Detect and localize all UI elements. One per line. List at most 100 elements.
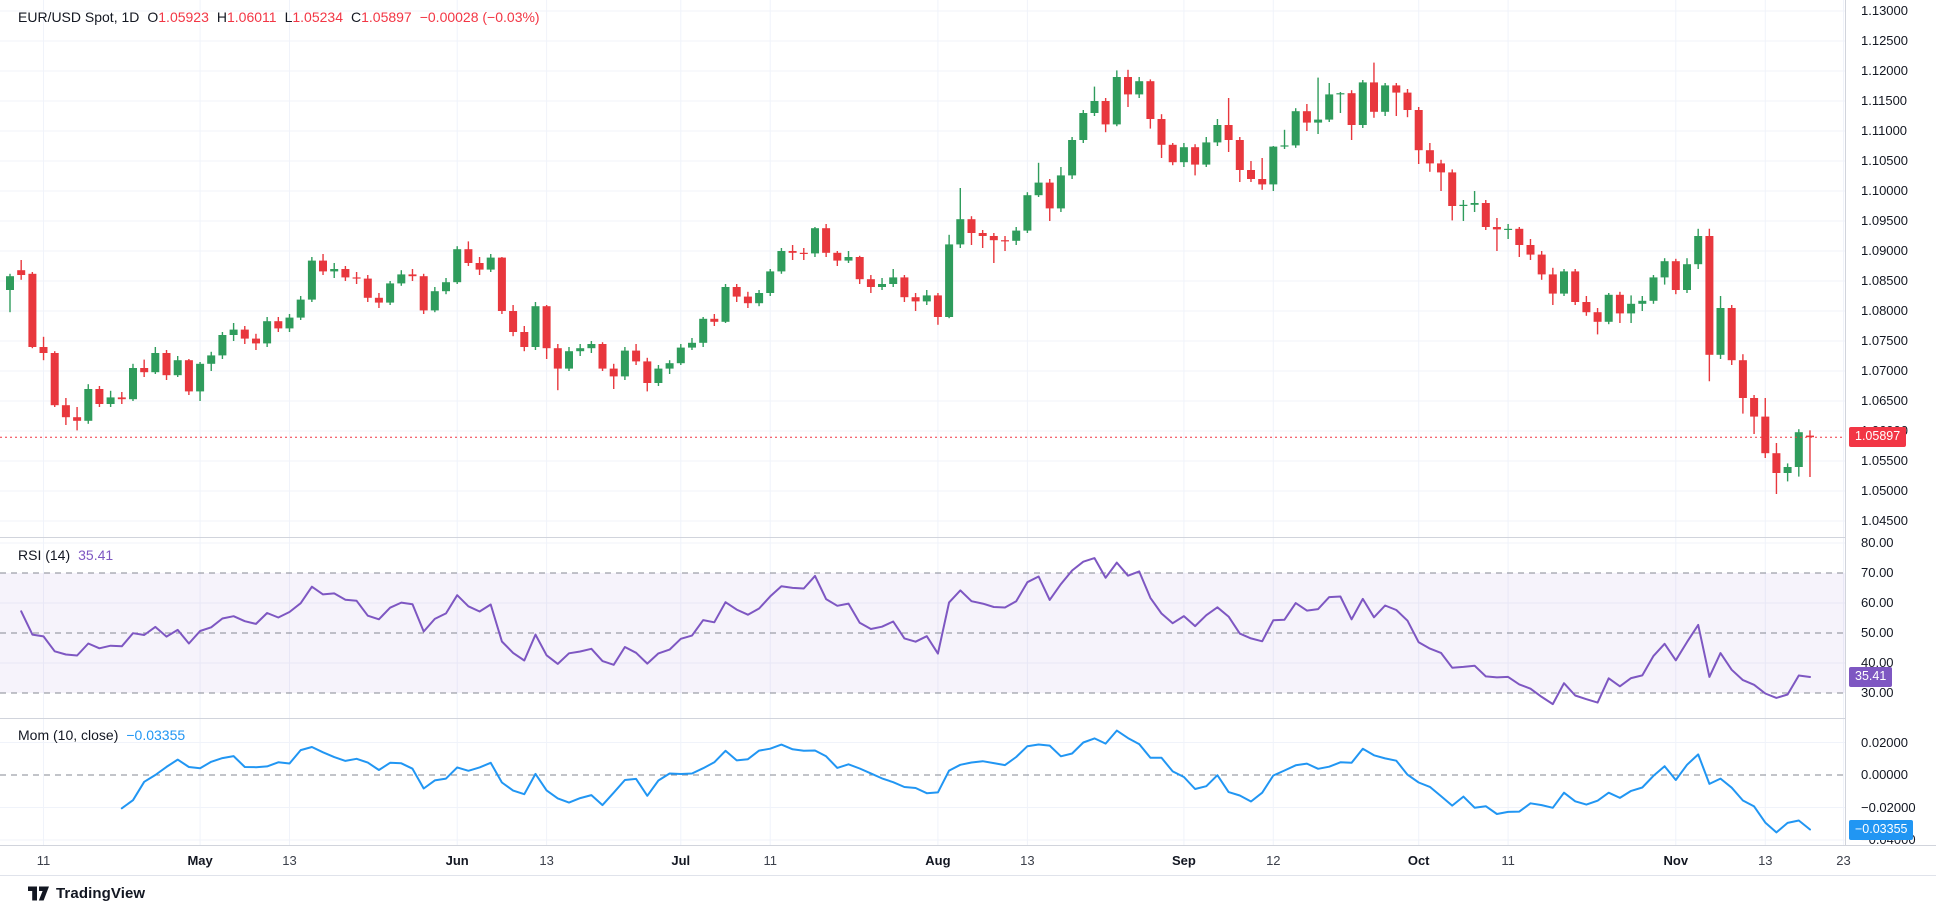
candle-body (28, 273, 37, 347)
candle-body (61, 405, 70, 418)
candle-body (900, 277, 909, 298)
candle-body (1068, 140, 1077, 176)
price-pane[interactable] (0, 0, 1845, 538)
candle-body (1146, 81, 1155, 119)
momentum-value: −0.03355 (126, 727, 186, 743)
candle-body (833, 252, 842, 261)
candle-body (531, 306, 540, 347)
candle-body (788, 251, 797, 253)
candle-body (1560, 271, 1568, 294)
candle-body (162, 353, 171, 376)
candle-body (989, 236, 998, 241)
candle-body (1168, 144, 1177, 163)
footer-bar: TradingView (0, 875, 1936, 911)
candle-body (743, 296, 752, 304)
price-axis-tick: 1.08500 (1861, 273, 1908, 288)
candle-body (173, 360, 182, 376)
candle-body (84, 389, 93, 421)
rsi-title: RSI (14) (18, 547, 71, 563)
time-axis-day-label: 11 (763, 853, 777, 868)
price-axis-tick: 1.10000 (1861, 183, 1908, 198)
candle-body (956, 219, 965, 245)
candle-body (229, 329, 238, 335)
price-scale[interactable]: 1.05897 35.41 −0.03355 1.13000 1.12500 1.1… (1845, 0, 1936, 847)
rsi-pane[interactable] (0, 538, 1845, 719)
candle-body (464, 249, 473, 263)
candle-body (1034, 182, 1043, 196)
candle-body (442, 282, 450, 292)
candle-body (1325, 94, 1334, 120)
candle-body (699, 318, 708, 343)
time-axis-day-label: 13 (282, 853, 297, 868)
candle-body (1302, 111, 1311, 123)
change-value: −0.00028 (−0.03%) (419, 9, 540, 25)
candle-body (296, 299, 305, 318)
candle-body (374, 297, 383, 303)
candle-body (1381, 85, 1390, 112)
candle-body (1012, 230, 1021, 241)
candle-body (1705, 236, 1714, 355)
candle-body (520, 332, 529, 347)
candle-body (1101, 101, 1110, 125)
candle-body (1213, 125, 1222, 143)
price-axis-tick: 1.09000 (1861, 243, 1908, 258)
price-axis-tick: 1.11500 (1861, 93, 1908, 108)
time-axis-day-label: 11 (1501, 853, 1515, 868)
candle-body (1660, 261, 1669, 278)
candle-body (73, 417, 82, 421)
time-axis-day-label: 13 (1758, 853, 1773, 868)
candle-body (978, 233, 987, 236)
candle-body (1671, 261, 1680, 290)
momentum-axis-tick: −0.02000 (1861, 799, 1916, 815)
candle-body (710, 318, 719, 322)
candle-body (352, 277, 361, 279)
ohlc-close: C 1.05897 (350, 9, 412, 25)
candle-body (1649, 277, 1658, 301)
candle-body (565, 351, 573, 369)
candle-body (430, 291, 439, 311)
momentum-pane[interactable] (0, 719, 1845, 845)
candle-body (1314, 119, 1323, 123)
pane-separator[interactable] (0, 718, 1936, 719)
candle-body (542, 306, 551, 349)
rsi-legend: RSI (14) 35.41 (18, 547, 113, 563)
candle-body (1515, 228, 1524, 245)
candle-body (140, 368, 149, 373)
candle-body (319, 260, 327, 272)
tradingview-logo[interactable]: TradingView (28, 885, 145, 902)
time-axis-month-label: Sep (1171, 853, 1196, 868)
time-axis-day-label: 12 (1266, 853, 1281, 868)
candle-body (1347, 93, 1356, 125)
candle-body (1504, 228, 1513, 230)
candle-body (620, 350, 629, 377)
candle-body (587, 344, 596, 349)
candle-body (397, 274, 406, 284)
time-axis-month-label: Aug (925, 853, 951, 868)
time-axis-month-label: Jun (445, 853, 469, 868)
pane-separator[interactable] (0, 537, 1936, 538)
candle-body (967, 219, 976, 233)
rsi-axis-tick: 60.00 (1861, 595, 1894, 610)
candle-body (151, 353, 160, 373)
candle-body (196, 363, 205, 392)
candle-body (1593, 312, 1602, 322)
candle-body (1224, 125, 1233, 140)
candle-body (106, 397, 115, 404)
time-axis-day-label: 13 (539, 853, 554, 868)
rsi-axis-tick: 40.00 (1861, 655, 1894, 670)
candle-body (721, 287, 730, 322)
candle-body (386, 283, 395, 303)
price-axis-tick: 1.10500 (1861, 153, 1908, 168)
candle-body (1392, 85, 1401, 93)
candle-body (665, 363, 674, 369)
candle-body (799, 252, 808, 254)
time-scale[interactable]: 11 May 13 Jun 13 Jul 11 Aug 13 Sep 12 Oct 11 Nov 13 23 (0, 845, 1936, 876)
price-axis-tick: 1.06500 (1861, 393, 1908, 408)
candle-body (1403, 92, 1412, 110)
candle-body (866, 279, 875, 287)
candle-body (117, 397, 126, 400)
candle-body (363, 278, 372, 298)
price-axis-tick: 1.05500 (1861, 453, 1908, 468)
price-axis-tick: 1.04500 (1861, 513, 1908, 528)
